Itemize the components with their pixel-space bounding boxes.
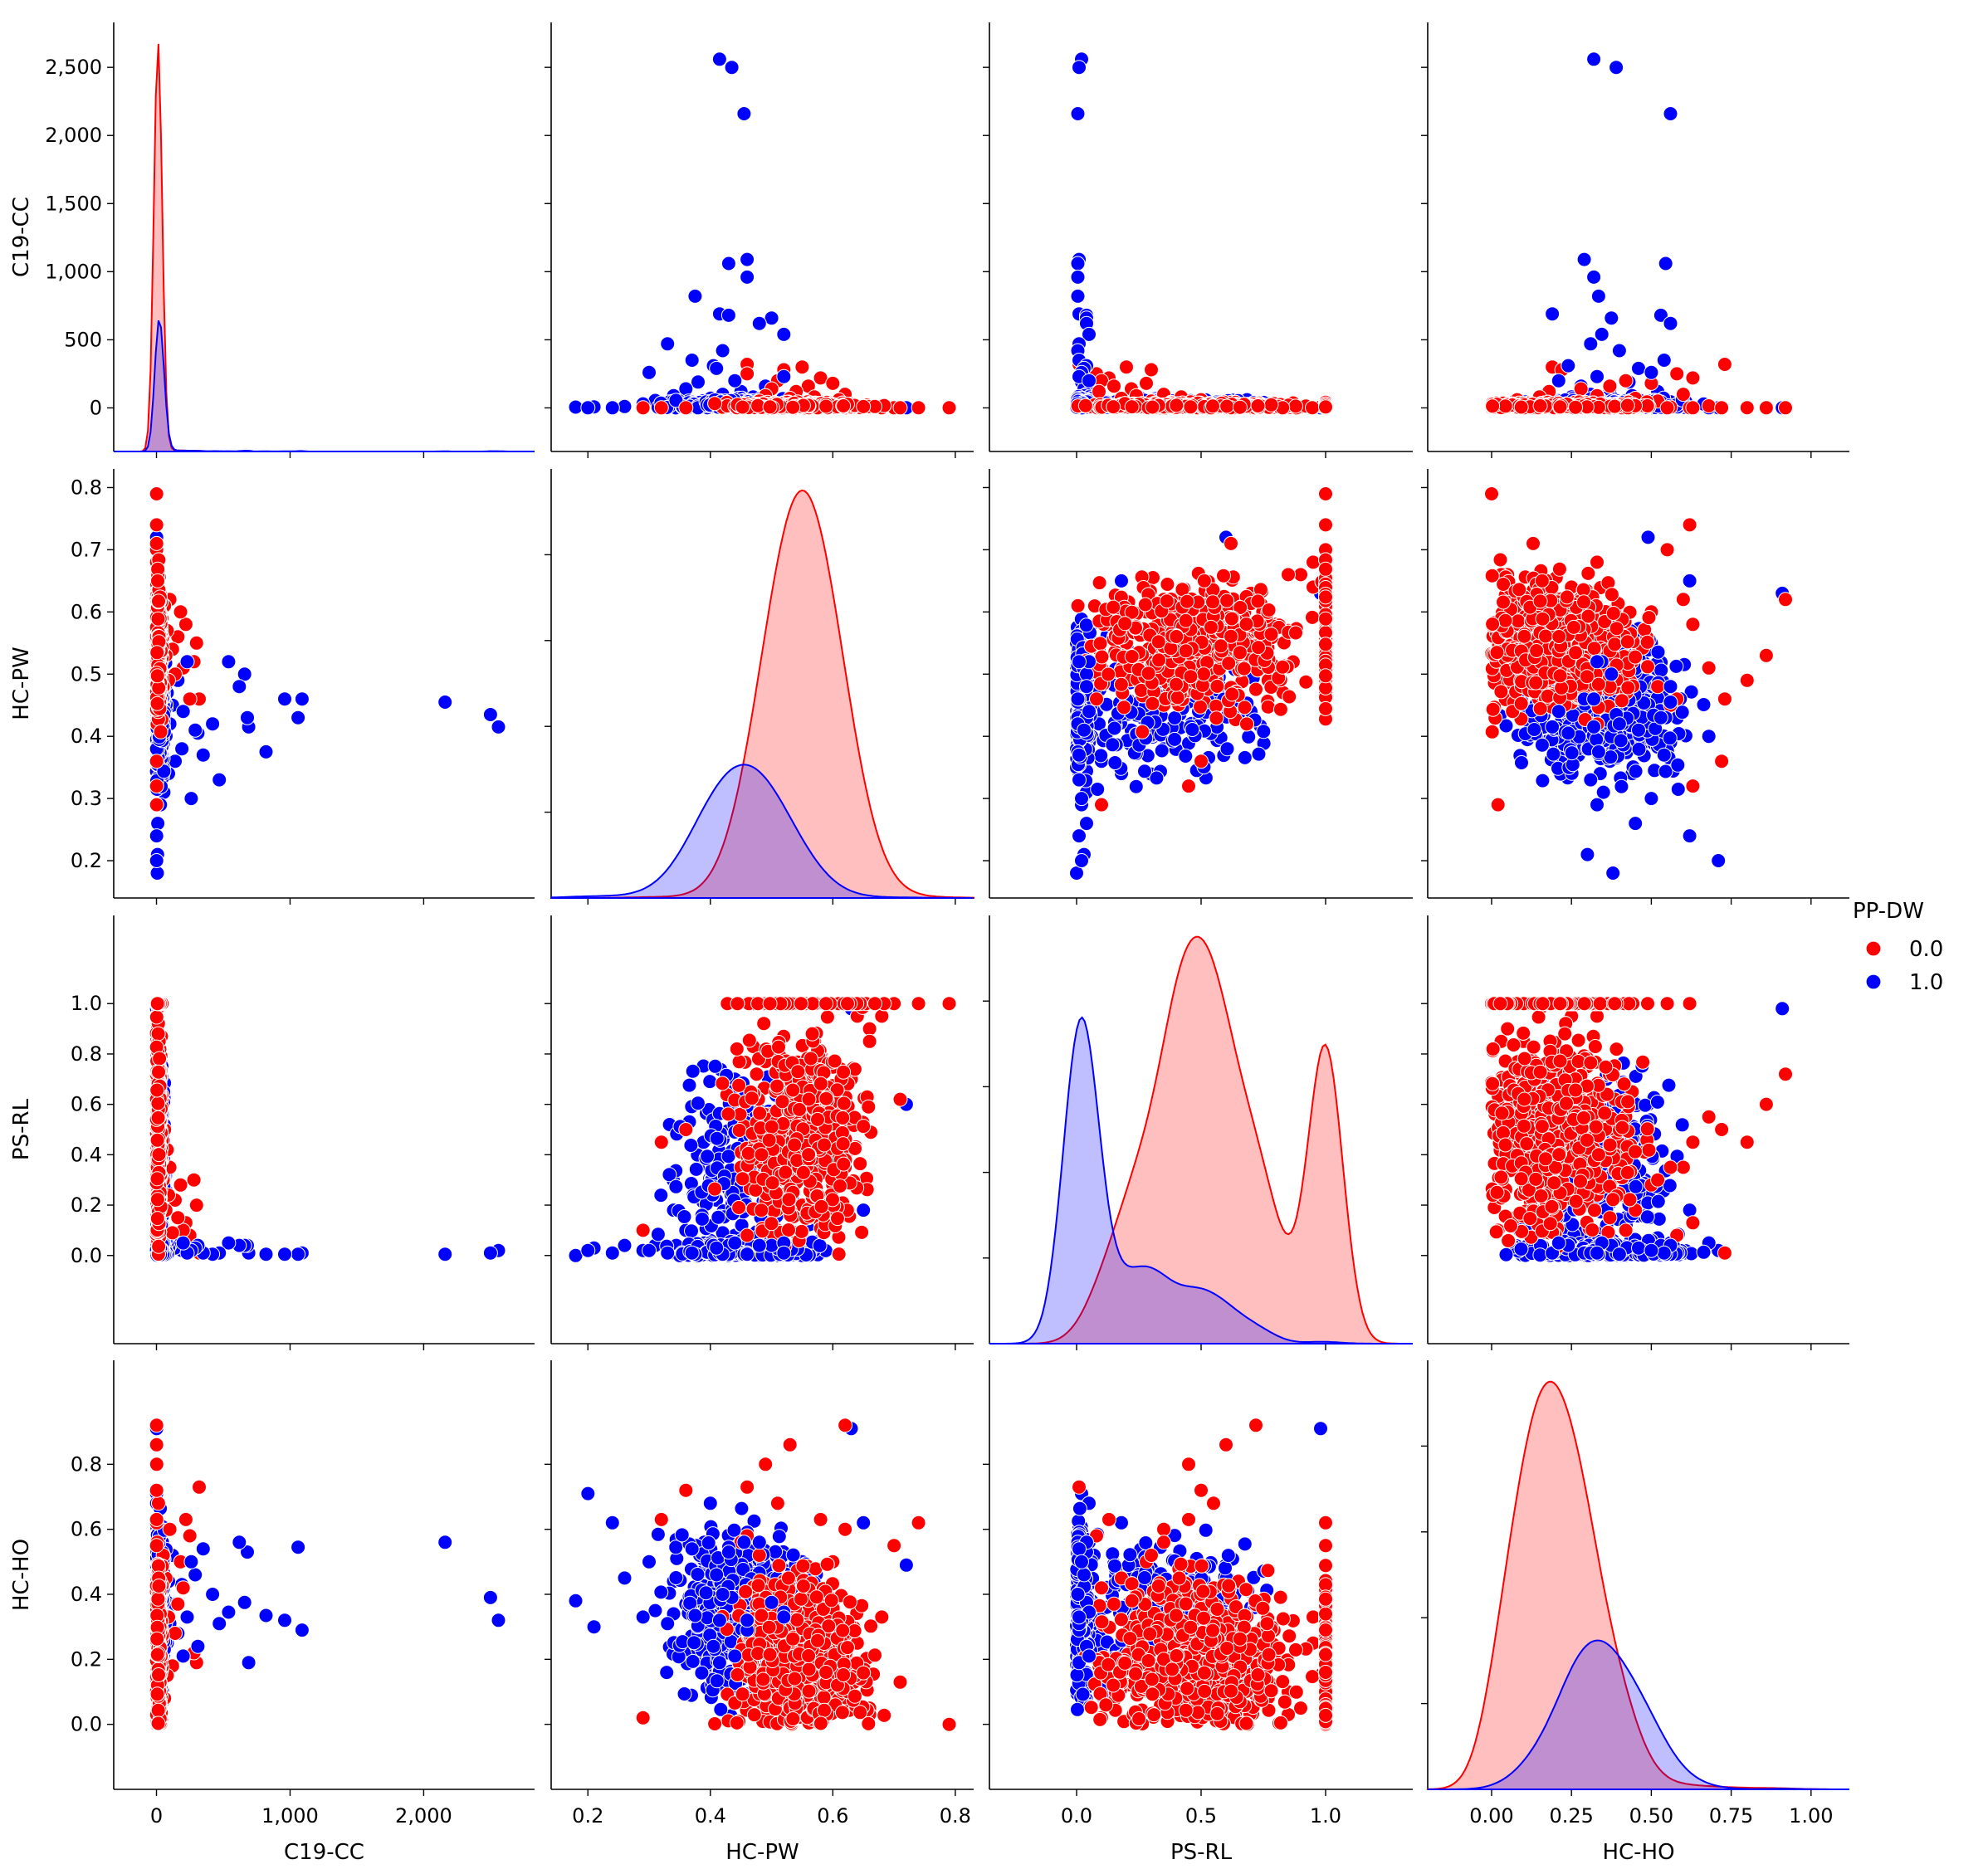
point-0.0 — [1092, 383, 1106, 399]
point-0.0 — [1119, 359, 1134, 375]
point-1.0 — [709, 360, 725, 376]
y-tick-label: 500 — [64, 328, 102, 351]
y-tick-label: 2,500 — [45, 56, 102, 79]
point-0.0 — [818, 398, 834, 414]
point-1.0 — [720, 307, 736, 323]
point-0.0 — [892, 400, 908, 416]
point-1.0 — [736, 106, 752, 121]
panel-C19-CC-vs-HC-PW — [545, 22, 974, 458]
point-1.0 — [740, 251, 755, 267]
point-0.0 — [1219, 398, 1235, 414]
point-0.0 — [740, 366, 755, 382]
point-1.0 — [727, 373, 743, 388]
point-0.0 — [785, 399, 801, 415]
point-0.0 — [1183, 399, 1199, 415]
point-1.0 — [776, 326, 792, 342]
point-0.0 — [1124, 399, 1140, 415]
kde-curve-0.0 — [114, 43, 535, 452]
point-0.0 — [1669, 366, 1685, 382]
point-1.0 — [580, 400, 596, 416]
point-1.0 — [1070, 256, 1086, 271]
point-0.0 — [911, 400, 926, 416]
point-0.0 — [1263, 397, 1279, 412]
point-0.0 — [1758, 400, 1774, 416]
y-tick-label: 1,500 — [45, 192, 102, 215]
point-1.0 — [1070, 269, 1086, 285]
point-0.0 — [735, 399, 750, 415]
point-0.0 — [1659, 400, 1675, 416]
point-0.0 — [1618, 373, 1634, 388]
point-1.0 — [711, 51, 727, 67]
panel-C19-CC-vs-HC-HO — [1421, 22, 1849, 458]
point-1.0 — [1070, 106, 1086, 121]
point-0.0 — [1288, 398, 1303, 414]
point-1.0 — [1082, 373, 1097, 388]
point-0.0 — [1305, 400, 1320, 416]
point-1.0 — [687, 288, 703, 304]
point-0.0 — [1602, 378, 1618, 394]
point-1.0 — [1070, 288, 1086, 304]
point-0.0 — [1573, 381, 1589, 397]
point-0.0 — [707, 396, 723, 412]
point-1.0 — [684, 353, 700, 368]
point-0.0 — [836, 398, 852, 413]
point-0.0 — [825, 375, 841, 391]
point-1.0 — [642, 364, 657, 380]
point-0.0 — [1739, 400, 1755, 416]
point-1.0 — [691, 374, 706, 390]
point-1.0 — [604, 400, 620, 416]
point-0.0 — [856, 398, 872, 414]
point-0.0 — [1685, 400, 1701, 416]
point-0.0 — [1675, 387, 1691, 403]
point-1.0 — [1072, 60, 1087, 76]
kde-curve-1.0 — [114, 320, 535, 452]
point-0.0 — [1144, 362, 1159, 378]
point-0.0 — [1250, 398, 1266, 413]
point-1.0 — [776, 368, 792, 384]
panel-C19-CC-vs-PS-RL — [983, 22, 1413, 458]
y-tick-label: 2,000 — [45, 124, 102, 147]
point-0.0 — [1685, 370, 1701, 386]
point-0.0 — [1106, 399, 1121, 415]
point-0.0 — [1318, 399, 1333, 415]
point-0.0 — [1232, 399, 1248, 415]
point-1.0 — [720, 256, 736, 271]
point-0.0 — [941, 400, 957, 416]
point-0.0 — [1139, 375, 1154, 391]
point-0.0 — [1077, 398, 1093, 413]
point-0.0 — [762, 399, 778, 415]
point-0.0 — [678, 400, 694, 416]
point-0.0 — [1717, 357, 1732, 372]
point-0.0 — [1145, 399, 1160, 415]
point-0.0 — [1701, 398, 1717, 413]
point-0.0 — [1106, 378, 1121, 394]
point-1.0 — [751, 315, 767, 331]
point-0.0 — [794, 359, 810, 375]
point-0.0 — [1169, 398, 1184, 413]
point-0.0 — [653, 400, 669, 416]
point-1.0 — [740, 269, 755, 285]
point-1.0 — [724, 60, 740, 76]
panel-grid: 05001,0001,5002,0002,5000.20.30.40.50.60… — [45, 22, 1849, 1828]
point-0.0 — [1205, 398, 1220, 414]
y-tick-label: 0 — [90, 396, 102, 419]
point-0.0 — [1778, 400, 1793, 416]
point-0.0 — [635, 400, 651, 416]
y-tick-label: 1,000 — [45, 260, 102, 283]
point-1.0 — [715, 343, 730, 359]
panel-C19-CC-vs-C19-CC: 0 500 1,000 1,500 2,000 2,500 — [45, 22, 535, 458]
point-0.0 — [1714, 400, 1730, 416]
point-1.0 — [660, 336, 676, 352]
